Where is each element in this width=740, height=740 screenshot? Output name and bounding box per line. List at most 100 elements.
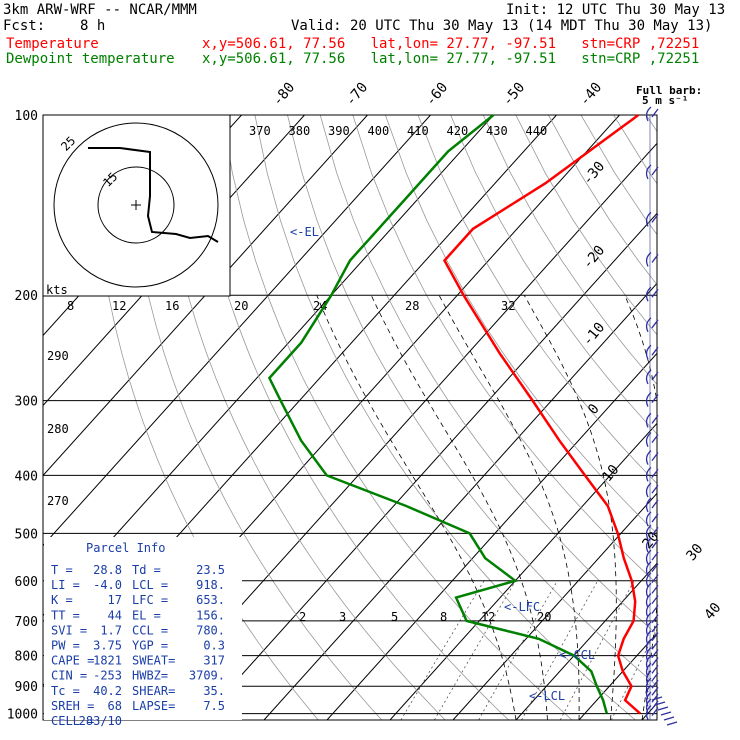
isotherm-line bbox=[515, 562, 657, 720]
kts-label: kts bbox=[46, 283, 68, 297]
wind-barb-low bbox=[660, 711, 672, 716]
isotherm-label: 20 bbox=[639, 529, 662, 552]
theta-label: 440 bbox=[526, 124, 548, 138]
parcel-cell: -253 bbox=[93, 669, 122, 683]
mixing-ratio-label: 2 bbox=[299, 610, 306, 624]
wind-barb bbox=[645, 211, 659, 227]
mixing-ratio-label: 32 bbox=[501, 299, 515, 313]
lfc-marker: <-LFC bbox=[504, 600, 540, 614]
dry-adiabat bbox=[450, 115, 657, 435]
isotherm-label: -60 bbox=[423, 80, 452, 110]
dry-adiabat bbox=[645, 115, 657, 133]
moist-adiabat bbox=[523, 295, 617, 720]
parcel-cell: 23.5 bbox=[196, 563, 225, 577]
theta-label: 400 bbox=[368, 124, 390, 138]
mixing-ratio-label: 8 bbox=[67, 299, 74, 313]
barb-legend-line2: 5 m s⁻¹ bbox=[642, 94, 688, 107]
el-marker: <-EL bbox=[290, 225, 319, 239]
wind-barb bbox=[645, 450, 659, 465]
wind-barb-low bbox=[651, 696, 663, 701]
parcel-cell: EL = bbox=[132, 608, 161, 622]
mixing-ratio-label: 28 bbox=[405, 299, 419, 313]
parcel-cell: Tc = bbox=[51, 684, 80, 698]
hodograph-inset: 25 15 kts bbox=[42, 114, 231, 297]
moist-adiabat bbox=[674, 295, 726, 720]
wind-barb bbox=[645, 106, 659, 122]
parcel-cell: 44 bbox=[108, 608, 122, 622]
moist-adiabat bbox=[370, 295, 548, 720]
ccl-marker: <-CCL bbox=[559, 648, 595, 662]
isotherm-label: -20 bbox=[580, 243, 609, 273]
background-lines bbox=[43, 115, 740, 720]
mixing-ratio-label: 5 bbox=[391, 610, 398, 624]
mixing-ratio-line bbox=[434, 580, 516, 720]
barb-legend-line1: Full barb: bbox=[636, 84, 702, 97]
parcel-cell: 780. bbox=[196, 623, 225, 637]
parcel-cell: LCL = bbox=[132, 578, 168, 592]
hodograph-ring-inner bbox=[97, 166, 175, 244]
mixing-ratio-label: 3 bbox=[339, 610, 346, 624]
hodograph-origin bbox=[131, 200, 141, 210]
parcel-cell: TT = bbox=[51, 608, 80, 622]
pressure-labels: 100 200 300 400 500 600 700 800 900 1000 bbox=[7, 109, 38, 723]
mixing-ratio-label: 16 bbox=[165, 299, 179, 313]
isotherm-label: -10 bbox=[580, 320, 609, 350]
parcel-cell: CCL = bbox=[132, 623, 168, 637]
mixing-ratio-line bbox=[559, 580, 635, 720]
model-title: 3km ARW-WRF -- NCAR/MMM bbox=[3, 2, 197, 18]
parcel-cell: 3.75 bbox=[93, 639, 122, 653]
pressure-label: 800 bbox=[15, 650, 38, 665]
pressure-label: 900 bbox=[15, 680, 38, 695]
wind-barb bbox=[645, 497, 659, 513]
wind-barb bbox=[645, 524, 659, 540]
lcl-marker: <-LCL bbox=[529, 689, 565, 703]
pressure-label: 400 bbox=[15, 469, 38, 484]
wind-barb bbox=[645, 482, 659, 498]
dry-adiabat bbox=[417, 115, 657, 485]
dry-adiabat bbox=[679, 115, 740, 720]
mixing-ratio-labels: 8 12 16 20 24 28 32 2 3 5 8 12 20 bbox=[67, 299, 551, 624]
wind-barb bbox=[645, 286, 659, 302]
theta-label-low: 270 bbox=[47, 494, 69, 508]
dry-adiabat bbox=[385, 115, 657, 535]
parcel-cell: 35. bbox=[203, 684, 225, 698]
dry-adiabat bbox=[156, 115, 446, 720]
wind-barb bbox=[645, 549, 659, 565]
theta-label-low: 280 bbox=[47, 422, 69, 436]
parcel-cell: Td = bbox=[132, 563, 161, 577]
pressure-label: 600 bbox=[15, 575, 38, 590]
parcel-cell: SWEAT= bbox=[132, 654, 175, 668]
isotherm-label: -70 bbox=[343, 80, 372, 110]
dry-adiabat bbox=[189, 115, 509, 720]
dry-adiabat bbox=[221, 115, 573, 720]
parcel-cell: LAPSE= bbox=[132, 699, 175, 713]
parcel-cell: 40.2 bbox=[93, 684, 122, 698]
dry-adiabat bbox=[254, 115, 636, 720]
parcel-cell: 317 bbox=[203, 654, 225, 668]
theta-label: 370 bbox=[249, 124, 271, 138]
wind-barb-low bbox=[657, 706, 669, 711]
parcel-cell: 918. bbox=[196, 578, 225, 592]
wind-barb bbox=[645, 432, 659, 447]
parcel-cell: 3709. bbox=[189, 669, 225, 683]
mixing-ratio-label: 12 bbox=[112, 299, 126, 313]
isotherm-label: 0 bbox=[585, 401, 603, 418]
mixing-ratio-label: 24 bbox=[313, 299, 327, 313]
dry-adiabat bbox=[580, 115, 657, 236]
dry-adiabat bbox=[352, 115, 657, 585]
pressure-label: 700 bbox=[15, 615, 38, 630]
theta-label: 390 bbox=[328, 124, 350, 138]
isotherm-label: 30 bbox=[683, 541, 706, 564]
wind-barb bbox=[645, 317, 659, 333]
theta-labels: 370 380 390 400 410 420 430 440 290 280 270 bbox=[47, 124, 547, 508]
parcel-cell: 28.8 bbox=[93, 563, 122, 577]
wind-barb bbox=[645, 251, 659, 267]
mixing-ratio-line bbox=[611, 628, 657, 720]
wind-barb bbox=[645, 392, 659, 407]
parcel-cell: 283/10 bbox=[79, 714, 122, 728]
pressure-label: 1000 bbox=[7, 708, 38, 723]
temperature-profile bbox=[442, 113, 642, 715]
dewpoint-legend-info: x,y=506.61, 77.56 lat,lon= 27.77, -97.51… bbox=[202, 51, 700, 67]
parcel-cell: PW = bbox=[51, 639, 80, 653]
parcel-cell: K = bbox=[51, 593, 73, 607]
